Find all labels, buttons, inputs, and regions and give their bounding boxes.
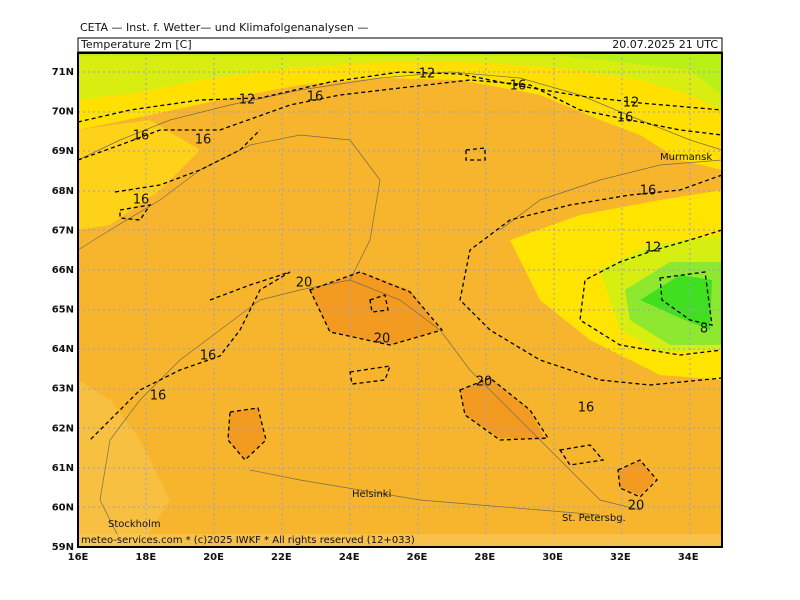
footer-strip [79, 534, 721, 546]
contour-label: 12 [239, 93, 256, 108]
contour-label: 16 [578, 401, 595, 416]
longitude-label: 18E [135, 552, 156, 563]
place-name: Stockholm [108, 519, 161, 530]
latitude-label: 59N [52, 542, 74, 553]
longitude-label: 20E [203, 552, 224, 563]
contour-label: 20 [296, 276, 313, 291]
contour-label: 12 [623, 96, 640, 111]
variable: Temperature 2m [C] [80, 38, 192, 51]
map-frame [77, 52, 723, 548]
contour-label: 16 [200, 349, 217, 364]
isotherms [78, 71, 722, 498]
place-name: Helsinki [352, 489, 391, 500]
longitude-label: 34E [678, 552, 699, 563]
latitude-label: 69N [52, 146, 74, 157]
longitude-label: 30E [542, 552, 563, 563]
latitude-label: 71N [52, 67, 74, 78]
contour-label: 16 [510, 79, 527, 94]
place-name: Murmansk [660, 152, 712, 163]
footer: meteo-services.com * (c)2025 IWKF * All … [81, 535, 415, 546]
longitude-label: 28E [474, 552, 495, 563]
contour-label: 12 [645, 241, 662, 256]
latitude-label: 65N [52, 305, 74, 316]
latitude-label: 68N [52, 186, 74, 197]
contour-label: 20 [628, 499, 645, 514]
grid-lines [78, 53, 722, 547]
longitude-label: 26E [407, 552, 428, 563]
contour-label: 16 [640, 184, 657, 199]
contour-label: 16 [617, 111, 634, 126]
contour-label: 16 [133, 129, 150, 144]
latitude-label: 67N [52, 225, 74, 236]
contour-label: 20 [476, 375, 493, 390]
longitude-label: 32E [610, 552, 631, 563]
contour-label: 12 [419, 67, 436, 82]
longitude-label: 22E [271, 552, 292, 563]
valid-time: 20.07.2025 21 UTC [612, 38, 718, 51]
latitude-label: 60N [52, 502, 74, 513]
latitude-label: 66N [52, 265, 74, 276]
place-name: St. Petersbg. [562, 513, 626, 524]
contour-label: 16 [133, 193, 150, 208]
latitude-label: 63N [52, 384, 74, 395]
latitude-label: 70N [52, 107, 74, 118]
latitude-label: 62N [52, 423, 74, 434]
contour-label: 8 [700, 322, 708, 337]
temperature-field [78, 53, 722, 547]
header-box [77, 37, 723, 53]
institute: CETA — Inst. f. Wetter— und Klimafolgena… [80, 21, 368, 34]
contour-label: 16 [150, 389, 167, 404]
contour-label: 20 [374, 332, 391, 347]
contour-label: 16 [195, 133, 212, 148]
longitude-label: 24E [339, 552, 360, 563]
contour-label: 16 [307, 90, 324, 105]
longitude-label: 16E [68, 552, 89, 563]
latitude-label: 61N [52, 463, 74, 474]
latitude-label: 64N [52, 344, 74, 355]
